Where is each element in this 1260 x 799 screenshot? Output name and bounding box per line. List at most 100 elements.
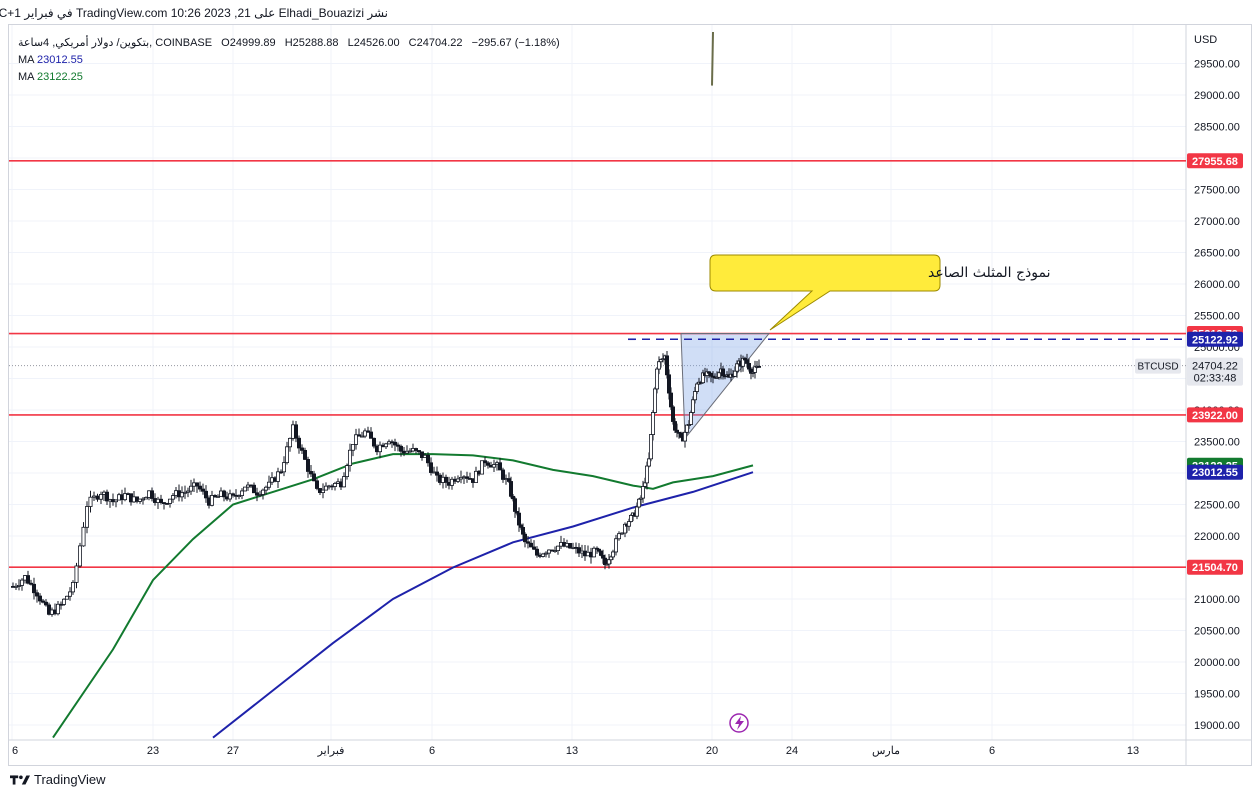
ma-fast-line	[52, 453, 754, 739]
y-tick-label: 19000.00	[1194, 720, 1240, 732]
candle-body	[105, 491, 110, 502]
level-price-badge	[1187, 559, 1243, 575]
legend-ma2-value: 23122.25	[36, 71, 83, 83]
legend-high: 25288.88	[292, 37, 339, 49]
legend-close-label: C	[408, 37, 417, 49]
candle-body	[637, 498, 642, 508]
candle-body	[251, 484, 256, 494]
x-tick-label: 27	[227, 745, 239, 757]
candle-body	[350, 444, 355, 451]
candle-body	[281, 462, 286, 473]
candle-body	[344, 465, 349, 477]
candle-body	[278, 471, 283, 474]
candle-body	[362, 430, 367, 437]
candle-body	[577, 547, 582, 554]
candle-body	[647, 458, 652, 467]
candle-body	[170, 495, 175, 500]
candle-body	[74, 565, 79, 583]
candle-body	[607, 559, 612, 565]
candle-body	[449, 478, 454, 486]
candle-body	[19, 579, 24, 586]
legend-ma2-row[interactable]: MA 23122.25	[18, 69, 560, 86]
y-tick-label: 28500.00	[1194, 122, 1240, 134]
candle-body	[506, 478, 511, 482]
candle-body	[747, 363, 752, 370]
candle-body	[523, 533, 528, 543]
candle-body	[302, 449, 307, 460]
candle-body	[95, 495, 100, 500]
candle-body	[230, 493, 235, 496]
candle-body	[140, 498, 145, 501]
candle-body	[368, 431, 373, 439]
candle-body	[679, 432, 684, 438]
chart-frame[interactable]	[8, 24, 1252, 766]
tradingview-logo[interactable]: TradingView	[10, 772, 106, 787]
candle-body	[500, 469, 505, 480]
candle-body	[149, 490, 154, 499]
candle-body	[356, 434, 361, 437]
level-price-badge-text: 27955.68	[1192, 156, 1238, 168]
candle-body	[71, 581, 76, 593]
dashed-level-price-badge	[1187, 331, 1243, 347]
candle-body	[392, 441, 397, 446]
x-tick-label: مارس	[872, 745, 900, 757]
symbol-tag[interactable]	[1135, 358, 1181, 374]
candle-body	[167, 498, 172, 504]
candle-body	[428, 462, 433, 473]
candle-body	[44, 601, 49, 606]
candle-body	[266, 481, 271, 488]
candle-body	[143, 497, 148, 500]
candle-body	[553, 550, 558, 552]
triangle-callout[interactable]	[709, 254, 941, 331]
publisher-line: نشر Elhadi_Bouazizi على TradingView.com …	[0, 6, 388, 20]
last-price-badge	[1187, 357, 1243, 386]
candle-body	[691, 399, 696, 413]
candle-body	[685, 424, 690, 433]
legend-symbol[interactable]: بتكوين/ دولار أمريكي, 4ساعة, COINBASE	[18, 37, 213, 49]
candle-body	[341, 476, 346, 488]
candle-body	[68, 591, 73, 597]
candle-body	[497, 462, 502, 471]
y-tick-label: 26500.00	[1194, 248, 1240, 260]
candle-body	[526, 541, 531, 544]
candle-body	[434, 471, 439, 476]
candle-body	[521, 527, 526, 535]
candle-body	[395, 444, 400, 447]
candle-body	[236, 495, 241, 497]
candle-body	[215, 495, 220, 498]
legend-ma2-label: MA	[18, 71, 34, 83]
candle-body	[532, 546, 537, 550]
candle-body	[609, 556, 614, 561]
candle-body	[455, 478, 460, 482]
candle-body	[296, 437, 301, 449]
candle-body	[617, 533, 622, 540]
candle-body	[182, 491, 187, 494]
x-tick-label: 24	[786, 745, 798, 757]
plot-area	[9, 31, 1186, 739]
x-tick-label: 6	[989, 745, 995, 757]
candle-body	[188, 485, 193, 492]
candle-body	[299, 447, 304, 451]
x-tick-label: فبراير	[317, 745, 345, 757]
candle-body	[56, 603, 61, 615]
candle-body	[667, 374, 672, 394]
candle-body	[371, 437, 376, 447]
tradingview-logo-text: TradingView	[34, 772, 106, 787]
candle-body	[651, 412, 656, 435]
candle-body	[643, 482, 648, 487]
symbol-tag-text: BTCUSD	[1137, 362, 1178, 373]
candle-body	[263, 486, 268, 491]
candle-body	[695, 383, 700, 392]
y-tick-label: 21000.00	[1194, 594, 1240, 606]
candle-body	[611, 551, 616, 558]
candle-body	[416, 450, 421, 453]
legend-ma1-row[interactable]: MA 23012.55	[18, 52, 560, 69]
legend-high-label: H	[284, 37, 293, 49]
candle-body	[311, 473, 316, 482]
candle-body	[627, 521, 632, 527]
candle-body	[239, 490, 244, 496]
y-tick-label: 29000.00	[1194, 90, 1240, 102]
candle-body	[547, 549, 552, 554]
candle-body	[671, 406, 676, 422]
